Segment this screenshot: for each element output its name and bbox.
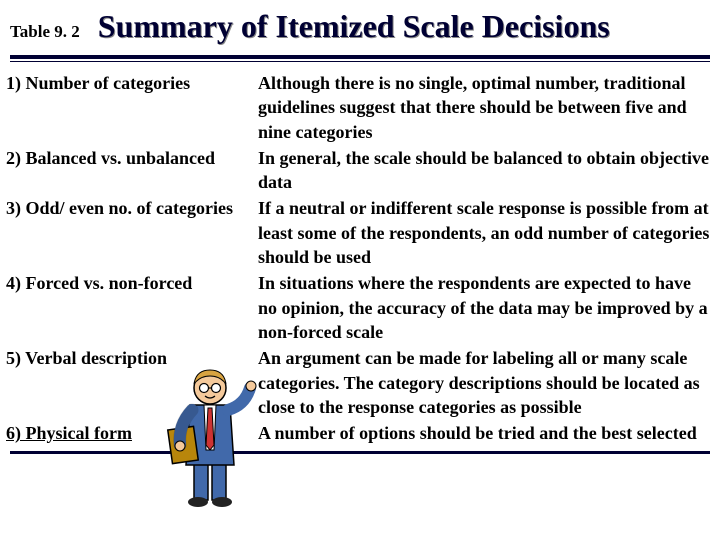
table-label: Table 9. 2 — [10, 22, 80, 42]
row-label: 2) Balanced vs. unbalanced — [6, 146, 258, 170]
row-desc: An argument can be made for labeling all… — [258, 346, 710, 419]
table-row: 1) Number of categories Although there i… — [6, 71, 710, 144]
row-label: 4) Forced vs. non-forced — [6, 271, 258, 295]
row-desc: In situations where the respondents are … — [258, 271, 710, 344]
row-desc: In general, the scale should be balanced… — [258, 146, 710, 195]
row-label: 1) Number of categories — [6, 71, 258, 95]
table-row: 5) Verbal description An argument can be… — [6, 346, 710, 419]
table-row: 4) Forced vs. non-forced In situations w… — [6, 271, 710, 344]
row-desc: If a neutral or indifferent scale respon… — [258, 196, 710, 269]
header: Table 9. 2 Summary of Itemized Scale Dec… — [0, 0, 720, 49]
table-row: 6) Physical form A number of options sho… — [6, 421, 710, 445]
content-table: 1) Number of categories Although there i… — [0, 61, 720, 445]
row-desc: A number of options should be tried and … — [258, 421, 710, 445]
table-row: 2) Balanced vs. unbalanced In general, t… — [6, 146, 710, 195]
rule-bottom — [10, 451, 710, 454]
row-label: 3) Odd/ even no. of categories — [6, 196, 258, 220]
row-desc: Although there is no single, optimal num… — [258, 71, 710, 144]
rule-top — [10, 55, 710, 59]
row-label: 5) Verbal description — [6, 346, 258, 370]
table-row: 3) Odd/ even no. of categories If a neut… — [6, 196, 710, 269]
row-label: 6) Physical form — [6, 421, 258, 445]
page-title: Summary of Itemized Scale Decisions — [98, 8, 610, 45]
